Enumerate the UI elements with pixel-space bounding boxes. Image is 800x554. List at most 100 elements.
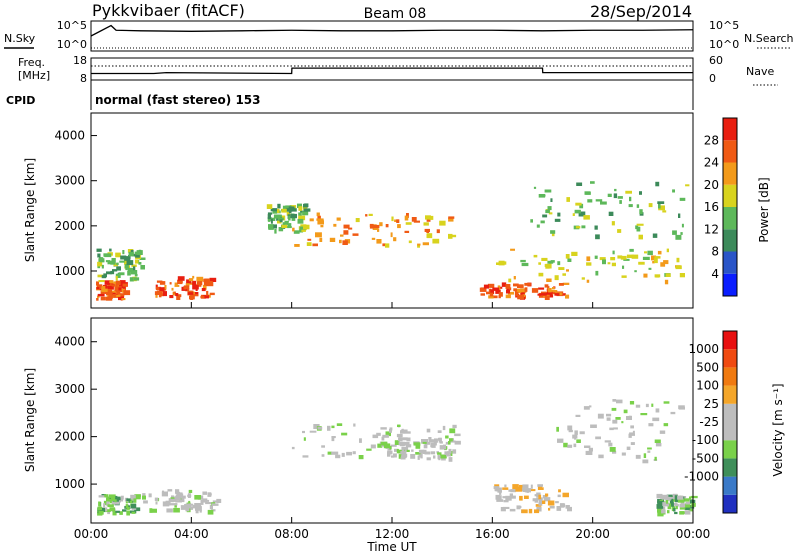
velocity-cell — [341, 432, 348, 436]
velocity-cell — [606, 413, 612, 417]
power-cell — [110, 270, 115, 275]
power-cell — [156, 280, 163, 283]
velocity-cell — [674, 495, 678, 500]
power-cell — [647, 250, 653, 256]
velocity-cell — [598, 454, 604, 459]
power-cell — [508, 278, 512, 283]
power-cell — [607, 262, 611, 265]
power-cell — [385, 243, 390, 248]
freq-tick-top: 18 — [73, 54, 87, 67]
power-cell — [666, 248, 669, 253]
power-cell — [554, 275, 559, 281]
velocity-cell — [503, 500, 509, 503]
velocity-cell — [200, 499, 204, 505]
power-cell — [483, 284, 489, 289]
velocity-cell — [657, 508, 662, 513]
power-cell — [540, 293, 547, 296]
velocity-cell — [126, 498, 131, 501]
power-cell — [100, 260, 105, 263]
velocity-colorbar-tick: 100 — [696, 379, 719, 393]
power-cell — [138, 262, 142, 265]
power-colorbar-tick: 12 — [704, 222, 719, 236]
velocity-colorbar-swatch — [723, 458, 737, 477]
power-cell — [110, 284, 116, 287]
power-cell — [550, 291, 556, 294]
velocity-cell — [389, 446, 392, 450]
power-cell — [554, 218, 561, 222]
power-cell — [567, 258, 572, 262]
power-cell — [531, 288, 539, 293]
power-cell — [634, 270, 637, 273]
power-cell — [188, 278, 194, 282]
velocity-cell — [142, 493, 146, 498]
velocity-cell — [396, 433, 403, 438]
power-cell — [654, 274, 661, 278]
power-cell — [587, 199, 593, 203]
power-cell — [120, 293, 125, 297]
power-cell — [547, 291, 553, 297]
power-cell — [594, 225, 598, 230]
power-cell — [665, 273, 671, 277]
velocity-cell — [576, 439, 581, 443]
velocity-cell — [521, 509, 528, 514]
freq-tick-bottom: 8 — [80, 72, 87, 85]
velocity-cell — [174, 496, 181, 501]
velocity-cell — [115, 510, 120, 513]
power-cell — [159, 291, 163, 296]
velocity-cell — [522, 484, 529, 489]
power-cell — [135, 259, 139, 264]
power-cell — [278, 227, 284, 232]
power-cell — [105, 296, 113, 301]
velocity-cell — [411, 449, 414, 452]
power-cell — [538, 272, 544, 277]
power-cell — [408, 240, 412, 244]
power-cell — [595, 199, 603, 202]
velocity-cell — [438, 455, 441, 461]
power-cell — [642, 256, 650, 260]
power-cell — [448, 217, 454, 222]
power-cell — [111, 258, 116, 263]
velocity-cell — [621, 452, 626, 456]
velocity-cell — [666, 494, 673, 497]
power-cell — [343, 224, 350, 229]
power-cell — [519, 288, 526, 294]
velocity-cell — [651, 403, 654, 407]
power-cell — [185, 283, 190, 287]
power-colorbar-frame — [722, 117, 738, 297]
velocity-cell — [655, 443, 662, 447]
power-cell — [201, 288, 206, 292]
xtick-label: 08:00 — [274, 527, 309, 541]
power-cell — [516, 288, 522, 293]
velocity-cell — [615, 417, 621, 420]
velocity-cell — [565, 505, 570, 509]
power-cell — [586, 256, 591, 262]
velocity-cell — [510, 489, 516, 493]
power-cell — [406, 213, 409, 218]
velocity-ytick-label: 2000 — [54, 430, 85, 444]
power-cell — [286, 211, 291, 216]
velocity-colorbar-tick: -1000 — [684, 470, 719, 484]
power-cell — [270, 208, 278, 212]
velocity-cell — [628, 433, 632, 438]
velocity-cell — [623, 409, 628, 414]
velocity-cell — [175, 489, 180, 494]
velocity-cell — [604, 440, 611, 443]
velocity-cell — [626, 416, 632, 420]
noise-right-label: N.Search — [744, 32, 794, 45]
power-colorbar-swatch — [723, 162, 737, 185]
velocity-cell — [208, 493, 212, 496]
power-cell — [204, 278, 209, 284]
power-cell — [538, 287, 545, 290]
velocity-cell — [640, 413, 648, 416]
power-cell — [629, 196, 632, 202]
power-cell — [644, 251, 648, 254]
power-cell — [501, 282, 507, 287]
velocity-cell — [549, 505, 555, 509]
velocity-cell — [188, 500, 191, 506]
xaxis-label: Time UT — [366, 540, 417, 554]
velocity-cell — [105, 507, 108, 512]
velocity-cell — [528, 508, 533, 514]
velocity-cell — [635, 454, 641, 459]
power-colorbar-swatch — [723, 251, 737, 274]
velocity-cell — [661, 509, 666, 514]
